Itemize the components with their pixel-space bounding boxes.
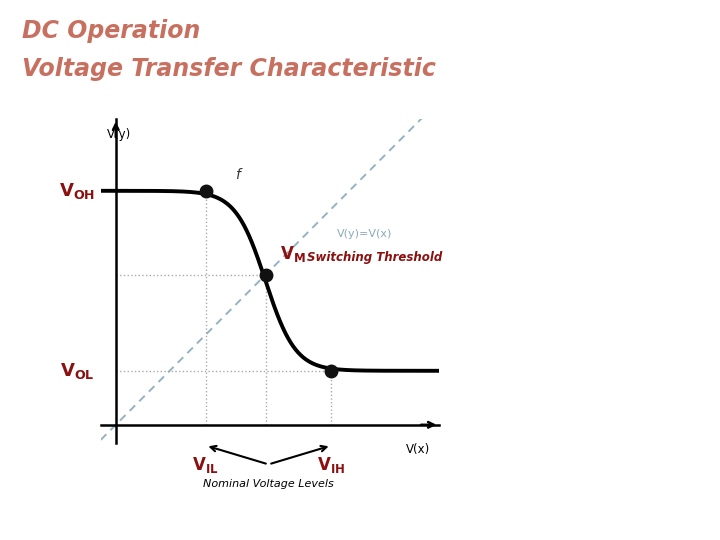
- Text: DC Operation: DC Operation: [22, 19, 200, 43]
- Text: Nominal Voltage Levels: Nominal Voltage Levels: [203, 478, 334, 489]
- Text: $\mathbf{V_{IL}}$: $\mathbf{V_{IL}}$: [192, 455, 219, 475]
- Text: $\mathbf{V_{OL}}$: $\mathbf{V_{OL}}$: [60, 361, 95, 381]
- Text: VOH =: VOH =: [477, 148, 549, 167]
- Text: V(y)=V(x): V(y)=V(x): [338, 229, 392, 239]
- Text: Introduction: Introduction: [623, 521, 698, 534]
- Text: V(x): V(x): [406, 443, 431, 456]
- Text: (VOL): (VOL): [613, 148, 670, 167]
- Text: f: f: [596, 195, 604, 213]
- Text: (VM): (VM): [613, 241, 662, 259]
- Text: 2nd: 2nd: [176, 502, 192, 511]
- Text: Voltage Transfer Characteristic: Voltage Transfer Characteristic: [22, 57, 436, 80]
- Text: VOL =: VOL =: [477, 195, 545, 213]
- Text: 50: 50: [685, 501, 698, 511]
- Text: $\mathbf{V_{OH}}$: $\mathbf{V_{OH}}$: [59, 181, 95, 201]
- Text: VM =: VM =: [477, 241, 536, 259]
- Text: V(y): V(y): [107, 128, 131, 141]
- Text: $\mathbf{V_M}$: $\mathbf{V_M}$: [281, 244, 306, 264]
- Text: f: f: [235, 168, 240, 182]
- Text: Switching Threshold: Switching Threshold: [307, 251, 443, 264]
- Text: © Digital Integrated Circuits: © Digital Integrated Circuits: [11, 510, 178, 524]
- Text: f: f: [596, 148, 604, 167]
- Text: $\mathbf{V_{IH}}$: $\mathbf{V_{IH}}$: [318, 455, 346, 475]
- Text: (VOH): (VOH): [613, 195, 674, 213]
- Text: f: f: [596, 241, 604, 259]
